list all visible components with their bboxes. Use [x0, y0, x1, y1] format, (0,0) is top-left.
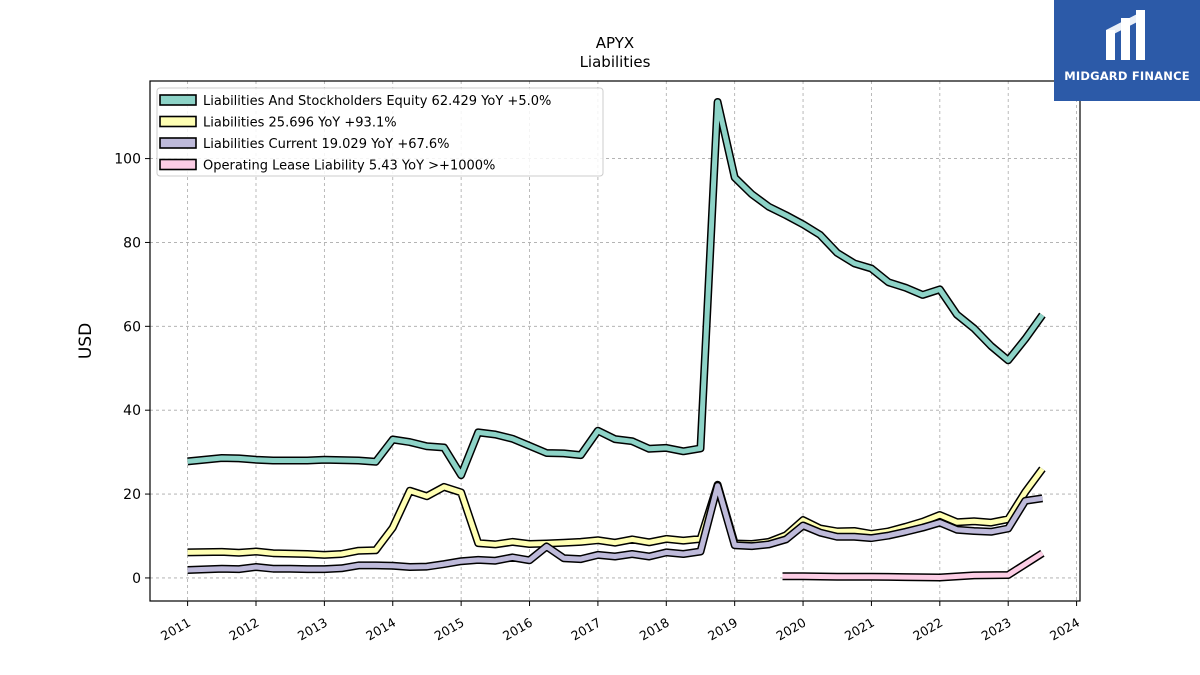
- y-tick-label: 60: [123, 319, 141, 335]
- y-axis: 0 20 40 60 80 100: [114, 152, 150, 587]
- legend-entry: Operating Lease Liability 5.43 YoY >+100…: [203, 159, 495, 174]
- legend: Liabilities And Stockholders Equity 62.4…: [156, 87, 604, 177]
- y-tick-label: 80: [123, 235, 141, 251]
- x-tick-label: 2020: [774, 615, 809, 644]
- y-tick-label: 20: [123, 487, 141, 503]
- y-tick-label: 100: [114, 152, 141, 168]
- x-tick-label: 2024: [1047, 615, 1082, 644]
- legend-entry: Liabilities Current 19.029 YoY +67.6%: [203, 137, 450, 152]
- x-tick-label: 2023: [979, 615, 1014, 644]
- x-tick-label: 2019: [705, 615, 740, 644]
- brand-logo-mark-icon: [1106, 10, 1145, 60]
- legend-swatch: [159, 115, 197, 128]
- brand-name: MIDGARD FINANCE: [1064, 69, 1190, 83]
- chart-subtitle: Liabilities: [580, 53, 651, 71]
- x-tick-label: 2012: [226, 615, 261, 644]
- series-line-liabilities-and-stockholders-equity: [187, 99, 1045, 478]
- legend-box: [156, 87, 604, 177]
- x-tick-label: 2014: [363, 615, 398, 644]
- x-axis: 2011 2012 2013 2014 2015 2016 2017 2018 2019 2020…: [158, 601, 1082, 644]
- y-tick-label: 0: [132, 571, 141, 587]
- x-tick-label: 2011: [158, 615, 193, 644]
- legend-swatch: [159, 137, 197, 149]
- series-lines: [187, 98, 1046, 582]
- series-line-operating-lease-liability: [782, 551, 1044, 580]
- brand-logo: MIDGARD FINANCE: [1054, 0, 1200, 101]
- legend-entry: Liabilities And Stockholders Equity 62.4…: [203, 94, 551, 109]
- x-tick-label: 2013: [295, 615, 330, 644]
- y-tick-label: 40: [123, 403, 141, 419]
- x-tick-label: 2022: [910, 615, 945, 644]
- x-tick-label: 2015: [432, 615, 467, 644]
- plot-frame: [149, 80, 1081, 602]
- x-tick-label: 2018: [637, 615, 672, 644]
- x-tick-label: 2016: [500, 615, 535, 644]
- series-line-liabilities: [187, 467, 1045, 558]
- legend-swatch: [159, 94, 197, 106]
- y-axis-label: USD: [76, 323, 96, 359]
- x-tick-label: 2021: [842, 615, 877, 644]
- x-tick-label: 2017: [568, 615, 603, 644]
- legend-entry: Liabilities 25.696 YoY +93.1%: [203, 116, 397, 131]
- series-line-liabilities-current: [187, 483, 1043, 573]
- legend-swatch: [159, 158, 197, 171]
- chart-title: APYX: [596, 34, 634, 52]
